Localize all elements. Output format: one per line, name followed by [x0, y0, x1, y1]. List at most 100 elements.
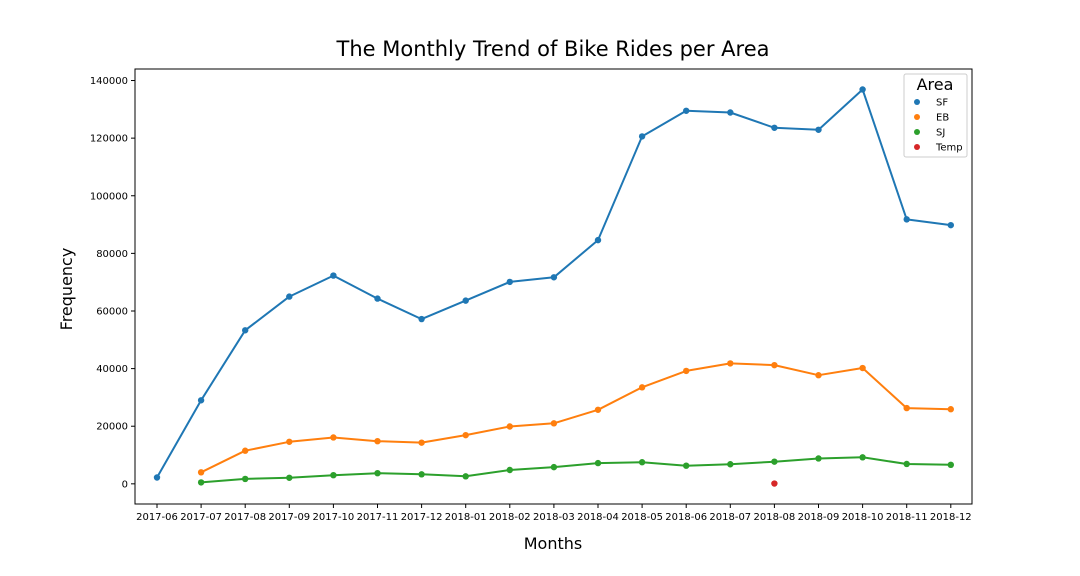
y-tick-label: 40000	[96, 364, 128, 375]
legend-item-temp: Temp	[914, 143, 963, 154]
x-tick-label: 2017-11	[357, 512, 399, 523]
data-point-eb	[947, 406, 954, 413]
data-point-eb	[242, 447, 249, 454]
data-point-eb	[330, 434, 337, 441]
data-point-eb	[638, 384, 646, 391]
legend-label: EB	[936, 113, 949, 124]
x-tick-label: 2018-01	[445, 512, 487, 523]
data-point-eb	[727, 360, 734, 367]
y-tick-label: 20000	[96, 422, 128, 433]
y-tick-label: 0	[122, 479, 128, 490]
data-point-sj	[418, 471, 425, 478]
legend-title: Area	[917, 75, 954, 94]
series-eb	[197, 360, 954, 476]
y-tick-label: 140000	[90, 76, 128, 87]
data-point-sf	[462, 297, 469, 304]
data-point-sj	[286, 474, 293, 481]
y-tick-label: 100000	[90, 191, 128, 202]
data-point-sf	[550, 274, 558, 281]
legend-box	[903, 73, 968, 158]
data-point-sf	[859, 86, 866, 93]
data-point-sf	[947, 221, 954, 229]
data-point-sf	[153, 474, 161, 481]
data-point-sj	[638, 459, 646, 466]
data-point-sf	[506, 278, 513, 286]
series-line-sj	[201, 456, 951, 484]
data-point-eb	[197, 469, 205, 476]
x-tick-label: 2018-09	[798, 512, 840, 523]
legend-items: SF EB SJ Temp	[914, 98, 963, 154]
data-point-sf	[903, 216, 910, 223]
data-point-sj	[727, 461, 734, 468]
data-point-sj	[242, 475, 249, 483]
data-point-sf	[418, 315, 425, 323]
x-tick-label: 2018-06	[665, 512, 707, 523]
plot-area	[134, 68, 973, 505]
legend-item-eb: EB	[914, 113, 949, 124]
x-tick-label: 2017-10	[313, 512, 355, 523]
x-tick-label: 2018-04	[577, 512, 619, 523]
data-point-eb	[506, 423, 513, 430]
x-tick-label: 2018-12	[930, 512, 972, 523]
data-point-eb	[374, 437, 381, 445]
data-point-sj	[506, 466, 513, 474]
data-point-sj	[197, 479, 205, 486]
data-point-eb	[683, 367, 690, 375]
data-point-sf	[286, 293, 293, 300]
data-point-eb	[418, 439, 425, 446]
data-point-sj	[947, 461, 954, 469]
legend-marker	[914, 129, 920, 135]
y-tick-label: 120000	[90, 134, 128, 145]
data-point-temp	[771, 480, 778, 487]
data-point-eb	[815, 372, 822, 379]
legend-label: Temp	[935, 143, 963, 154]
data-point-sf	[727, 109, 734, 116]
data-point-sf	[683, 107, 690, 114]
x-axis: 2017-06 2017-07 2017-08 2017-09 2017-10 2017-…	[136, 504, 972, 523]
legend-item-sf: SF	[914, 98, 948, 109]
x-tick-label: 2018-08	[754, 512, 796, 523]
legend: Area SF EB SJ Temp	[903, 73, 968, 158]
series-temp	[771, 480, 778, 487]
data-point-sf	[771, 124, 778, 131]
data-point-sj	[903, 460, 910, 468]
legend-marker	[914, 99, 920, 105]
legend-label: SJ	[936, 128, 945, 139]
data-point-sj	[683, 462, 690, 469]
data-point-eb	[859, 364, 866, 372]
data-point-sj	[594, 459, 602, 467]
x-tick-label: 2018-03	[533, 512, 575, 523]
legend-item-sj: SJ	[914, 128, 945, 139]
series-line-eb	[200, 362, 951, 474]
data-point-sj	[550, 463, 558, 471]
x-tick-label: 2018-07	[709, 512, 751, 523]
legend-marker	[914, 144, 920, 150]
series-sf	[153, 86, 954, 481]
data-point-sf	[330, 272, 337, 279]
x-tick-label: 2017-07	[180, 512, 222, 523]
x-tick-label: 2018-02	[489, 512, 531, 523]
x-tick-label: 2017-09	[268, 512, 310, 523]
data-point-sj	[330, 471, 337, 479]
y-axis-label: Frequency	[57, 248, 76, 331]
y-axis: 0 20000 40000 60000 80000 100000 120000 140000	[90, 76, 135, 490]
chart-title: The Monthly Trend of Bike Rides per Area	[336, 37, 770, 61]
data-point-sj	[859, 454, 866, 461]
data-point-sf	[638, 133, 646, 140]
data-point-eb	[462, 431, 469, 439]
x-tick-label: 2017-12	[401, 512, 443, 523]
y-tick-label: 60000	[96, 306, 128, 317]
x-tick-label: 2018-11	[886, 512, 928, 523]
data-point-eb	[286, 438, 293, 445]
y-tick-label: 80000	[96, 249, 128, 260]
data-point-sj	[815, 455, 822, 462]
data-point-eb	[903, 404, 910, 412]
data-point-sj	[462, 473, 469, 480]
data-point-sf	[815, 126, 822, 133]
data-point-sf	[374, 295, 381, 302]
series-line-sf	[156, 88, 951, 478]
x-tick-label: 2018-05	[621, 512, 663, 523]
data-point-eb	[771, 361, 778, 369]
series-layer	[153, 86, 954, 487]
